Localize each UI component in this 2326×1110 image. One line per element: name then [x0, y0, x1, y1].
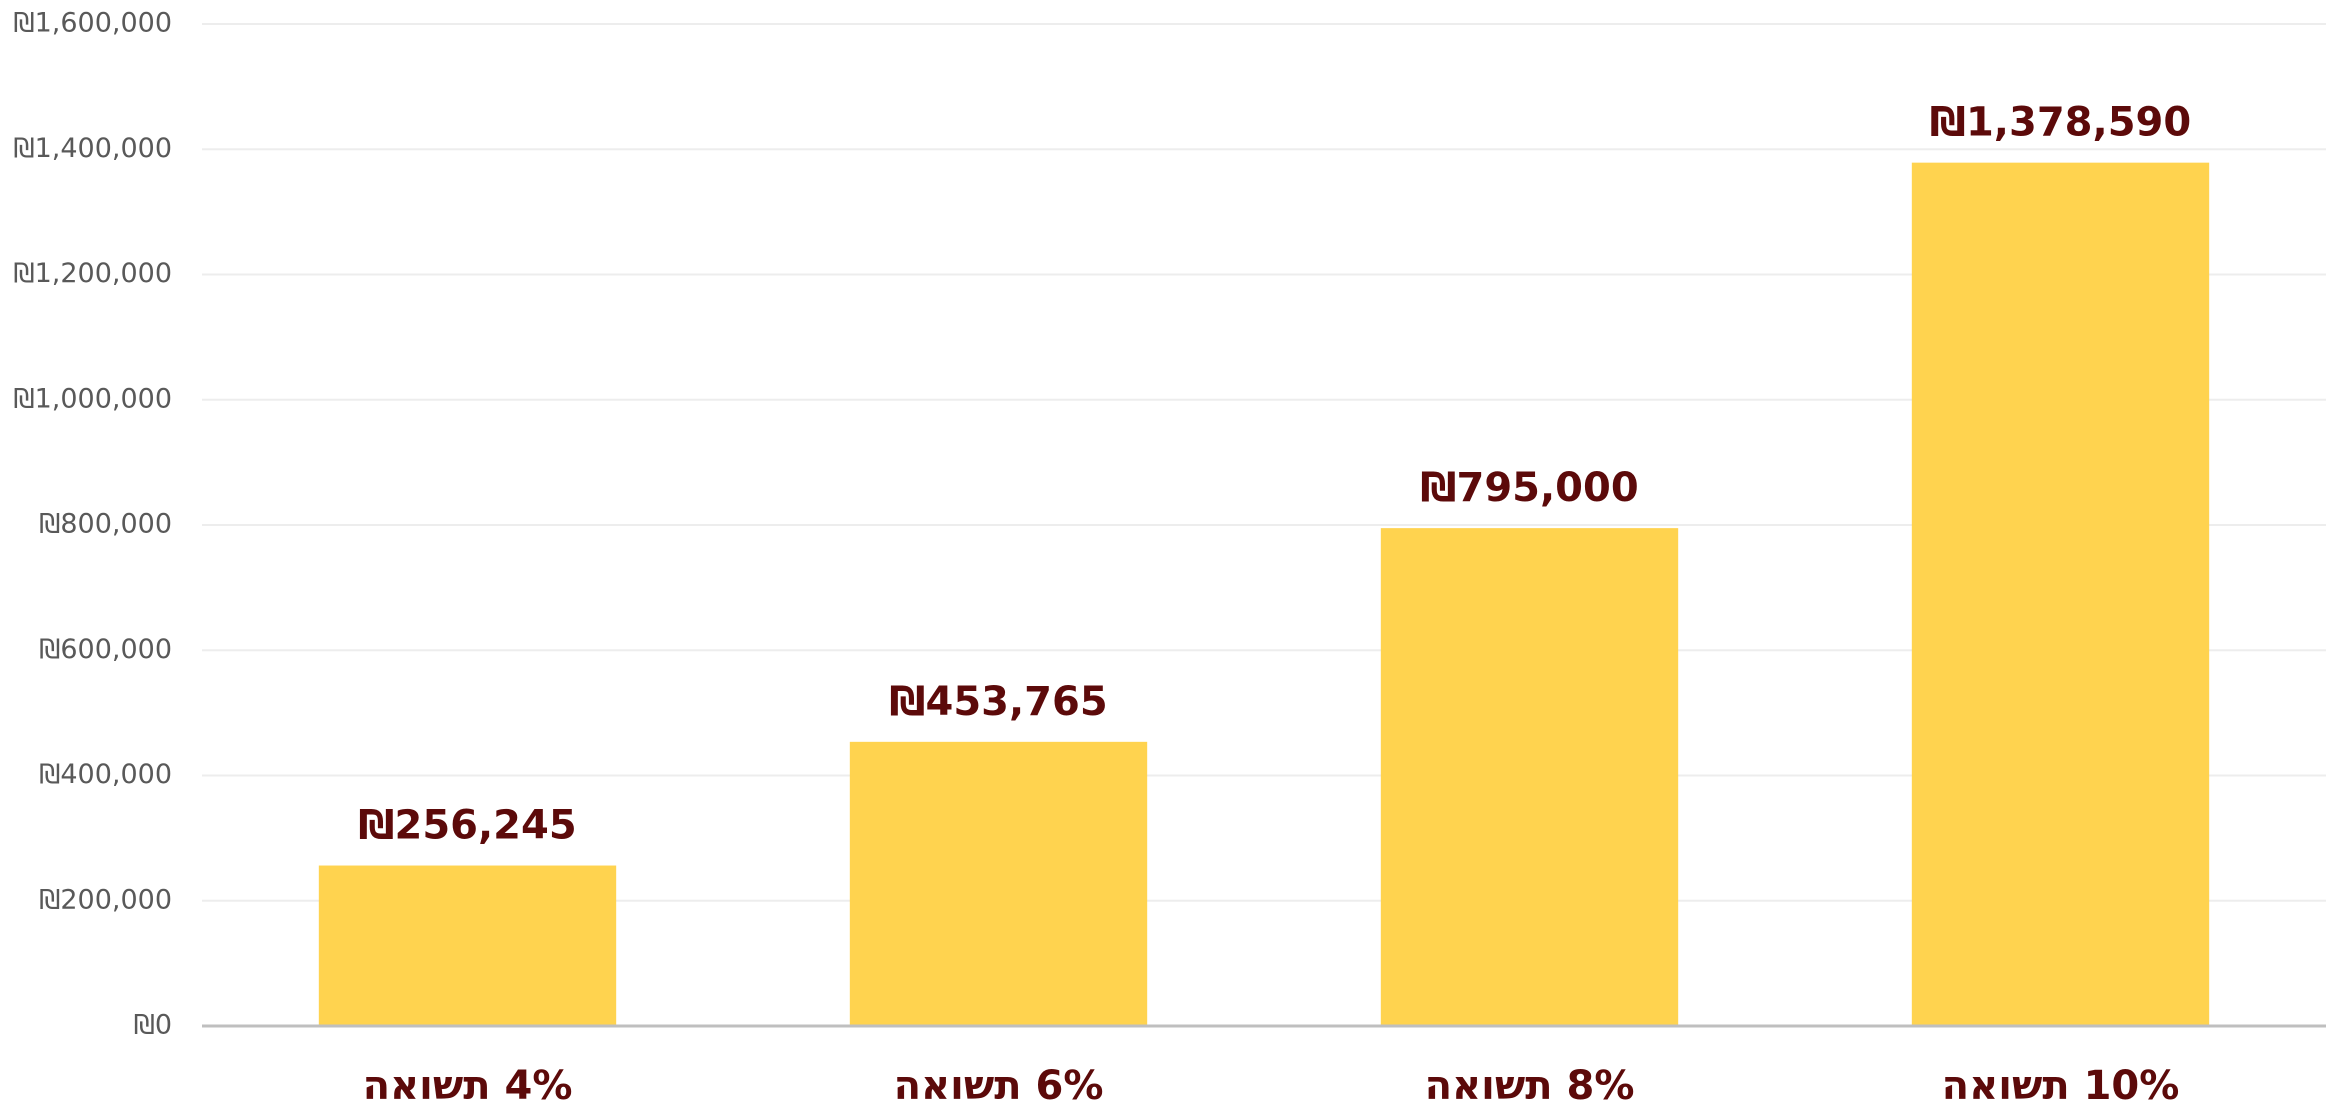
- bar: [1380, 528, 1679, 1026]
- y-tick-label: ₪1,000,000: [13, 383, 172, 414]
- y-tick-label: ₪600,000: [39, 634, 172, 665]
- bar: [849, 741, 1148, 1026]
- x-tick-label: 6% תשואה: [894, 1063, 1104, 1109]
- y-tick-label: ₪400,000: [39, 759, 172, 790]
- y-tick-label: ₪0: [134, 1010, 172, 1041]
- data-label: ₪1,378,590: [1930, 100, 2191, 146]
- y-tick-label: ₪1,400,000: [13, 133, 172, 164]
- y-tick-label: ₪1,200,000: [13, 258, 172, 289]
- bar: [1911, 162, 2210, 1026]
- x-tick-label: 8% תשואה: [1425, 1063, 1635, 1109]
- data-label: ₪795,000: [1420, 465, 1638, 511]
- y-tick-label: ₪200,000: [39, 884, 172, 915]
- x-tick-label: 10% תשואה: [1942, 1063, 2180, 1109]
- x-tick-label: 4% תשואה: [363, 1063, 573, 1109]
- data-label: ₪453,765: [889, 679, 1107, 725]
- y-tick-label: ₪1,600,000: [13, 8, 172, 39]
- y-tick-label: ₪800,000: [39, 509, 172, 540]
- bar: [318, 865, 617, 1026]
- data-label: ₪256,245: [358, 803, 576, 849]
